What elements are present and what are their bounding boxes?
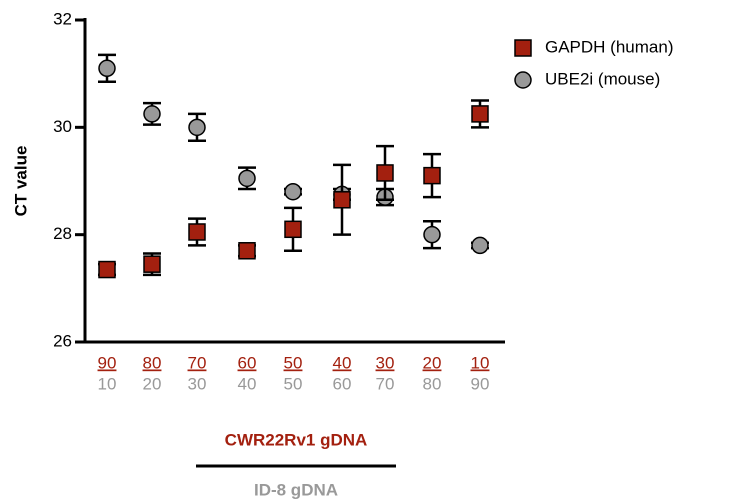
legend-marker — [514, 39, 532, 57]
marker — [143, 255, 161, 273]
group-label-top: CWR22Rv1 gDNA — [225, 430, 368, 449]
x-tick-label-top: 90 — [98, 353, 117, 372]
marker — [471, 105, 489, 123]
marker — [98, 59, 116, 78]
marker — [423, 166, 441, 185]
y-tick-label: 32 — [53, 9, 72, 28]
x-tick-label-top: 10 — [471, 353, 490, 372]
x-tick-label-bottom: 10 — [98, 374, 117, 393]
marker — [143, 105, 161, 123]
x-tick-label-top: 60 — [238, 353, 257, 372]
marker — [284, 220, 302, 239]
x-tick-label-bottom: 60 — [333, 374, 352, 393]
y-tick-label: 30 — [53, 117, 72, 136]
x-tick-label-bottom: 20 — [143, 374, 162, 393]
x-tick-label-top: 40 — [333, 353, 352, 372]
x-tick-label-bottom: 90 — [471, 374, 490, 393]
x-tick-label-bottom: 70 — [376, 374, 395, 393]
x-tick-label-top: 80 — [143, 353, 162, 372]
x-tick-label-bottom: 40 — [238, 374, 257, 393]
x-tick-label-bottom: 80 — [423, 374, 442, 393]
x-tick-label-top: 20 — [423, 353, 442, 372]
legend-label: UBE2i (mouse) — [545, 69, 660, 88]
y-tick-label: 26 — [53, 331, 72, 350]
y-tick-label: 28 — [53, 224, 72, 243]
x-tick-label-top: 50 — [284, 353, 303, 372]
marker — [471, 236, 489, 255]
x-tick-label-bottom: 30 — [188, 374, 207, 393]
group-label-bottom: ID-8 gDNA — [254, 480, 338, 499]
legend-marker — [514, 71, 532, 89]
marker — [376, 164, 394, 182]
marker — [238, 242, 256, 260]
x-tick-label-top: 30 — [376, 353, 395, 372]
x-tick-label-top: 70 — [188, 353, 207, 372]
x-tick-label-bottom: 50 — [284, 374, 303, 393]
marker — [188, 118, 206, 137]
y-axis-label: CT value — [11, 146, 30, 217]
marker — [333, 191, 351, 209]
marker — [423, 225, 441, 244]
legend-label: GAPDH (human) — [545, 37, 673, 56]
marker — [98, 260, 116, 279]
marker — [284, 182, 302, 201]
marker — [238, 169, 256, 188]
marker — [188, 223, 206, 241]
